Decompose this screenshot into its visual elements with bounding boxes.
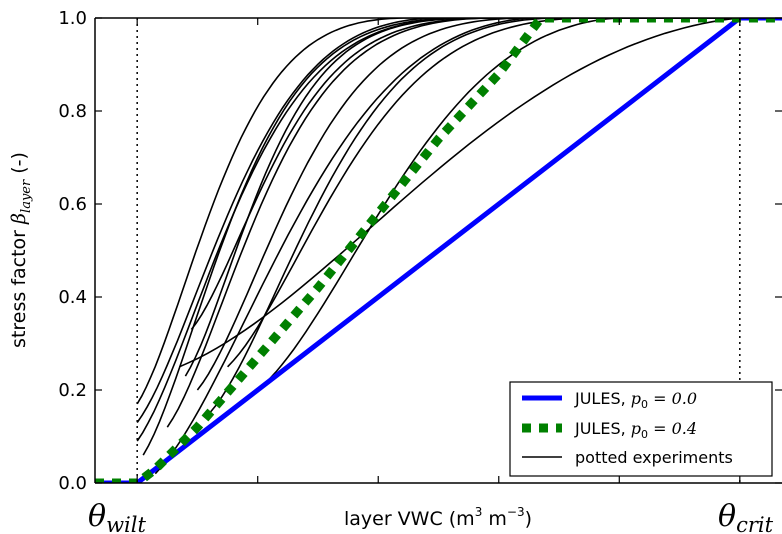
y-axis-label: stress factor βlayer (-) — [8, 152, 34, 348]
x-tick-label-crit: θcrit — [718, 499, 774, 534]
x-tick-label-wilt: θwilt — [88, 499, 146, 534]
jules-p0-line — [95, 18, 782, 483]
y-tick-labels: 0.0 0.2 0.4 0.6 0.8 1.0 — [58, 8, 87, 494]
potted-experiment-line — [154, 18, 782, 475]
legend-label-jules-p04: JULES, p0 = 0.4 — [574, 419, 697, 441]
potted-experiment-line — [142, 18, 782, 456]
potted-experiment-line — [136, 18, 782, 405]
legend: JULES, p0 = 0.0 JULES, p0 = 0.4 potted e… — [509, 381, 773, 477]
axes — [94, 17, 782, 484]
potted-experiment-line — [184, 18, 782, 377]
potted-experiment-line — [196, 18, 782, 391]
y-tick-label: 0.8 — [58, 101, 87, 122]
y-tick-label: 1.0 — [58, 8, 87, 29]
y-tick-label: 0.6 — [58, 194, 87, 215]
series-layer — [95, 18, 782, 483]
potted-experiment-line — [136, 18, 782, 424]
legend-box — [509, 381, 773, 477]
legend-label-potted: potted experiments — [575, 448, 733, 467]
x-axis-label: layer VWC (m3 m−3) — [344, 505, 532, 530]
potted-experiment-line — [179, 18, 782, 368]
potted-experiment-line — [257, 18, 782, 391]
y-tick-label: 0.2 — [58, 380, 87, 401]
potted-experiment-line — [190, 18, 782, 330]
potted-experiment-line — [208, 18, 782, 414]
legend-label-jules-p0: JULES, p0 = 0.0 — [574, 389, 697, 411]
y-tick-label: 0.4 — [58, 287, 87, 308]
y-tick-label: 0.0 — [58, 473, 87, 494]
jules-p04-line — [95, 18, 782, 483]
